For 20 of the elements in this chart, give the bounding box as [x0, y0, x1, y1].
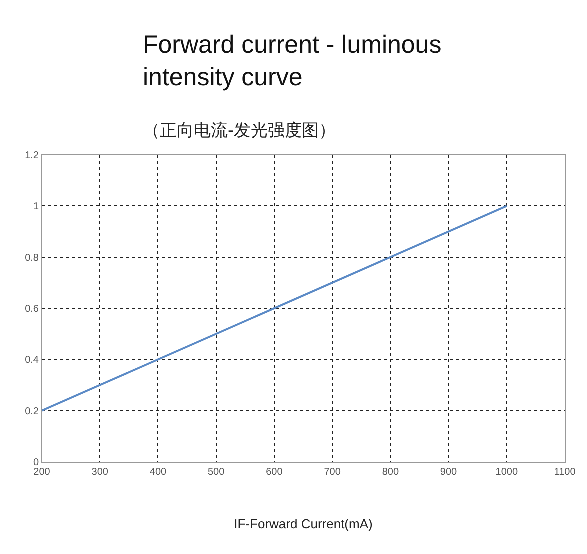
y-tick-label: 0 [33, 458, 40, 468]
x-tick-label: 300 [92, 467, 109, 478]
x-tick-label: 400 [150, 467, 167, 478]
x-tick-label: 600 [266, 467, 284, 478]
x-tick-label: 900 [440, 467, 458, 478]
x-tick-label: 1100 [554, 467, 576, 478]
x-tick-label: 700 [324, 467, 342, 478]
x-tick-label: 1000 [496, 467, 518, 478]
y-tick-label: 1.2 [25, 150, 40, 162]
chart-subtitle: （正向电流-发光强度图） [143, 121, 336, 141]
y-tick-label: 0.2 [25, 406, 40, 418]
y-tick-label: 1 [33, 202, 40, 213]
x-axis-title: IF-Forward Current(mA) [234, 516, 373, 532]
y-tick-label: 0.8 [25, 252, 40, 264]
chart-title: Forward current - luminous intensity curve [143, 31, 442, 92]
x-tick-label: 500 [208, 467, 226, 478]
y-tick-label: 0.6 [25, 304, 40, 315]
y-tick-label: 0.4 [25, 355, 40, 366]
x-tick-label: 200 [34, 467, 51, 478]
x-tick-label: 800 [382, 467, 400, 478]
